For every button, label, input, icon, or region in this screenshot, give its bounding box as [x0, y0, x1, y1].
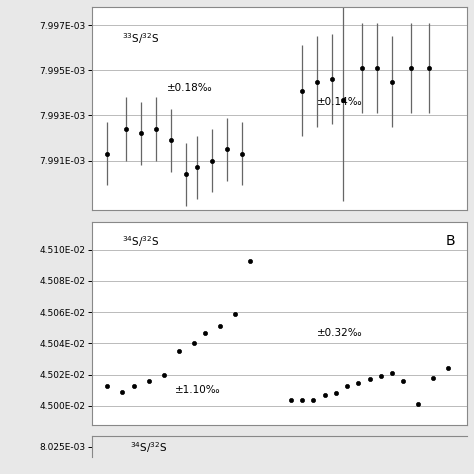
- Text: $^{33}$S/$^{32}$S: $^{33}$S/$^{32}$S: [122, 31, 160, 46]
- Text: ±1.10‰: ±1.10‰: [175, 385, 220, 395]
- Text: $^{34}$S/$^{32}$S: $^{34}$S/$^{32}$S: [130, 440, 167, 455]
- Text: ±0.14‰: ±0.14‰: [317, 97, 363, 107]
- Text: ±0.32‰: ±0.32‰: [317, 328, 363, 337]
- Text: ±0.18‰: ±0.18‰: [167, 83, 213, 93]
- Text: B: B: [446, 234, 456, 248]
- Text: $^{34}$S/$^{32}$S: $^{34}$S/$^{32}$S: [122, 234, 160, 248]
